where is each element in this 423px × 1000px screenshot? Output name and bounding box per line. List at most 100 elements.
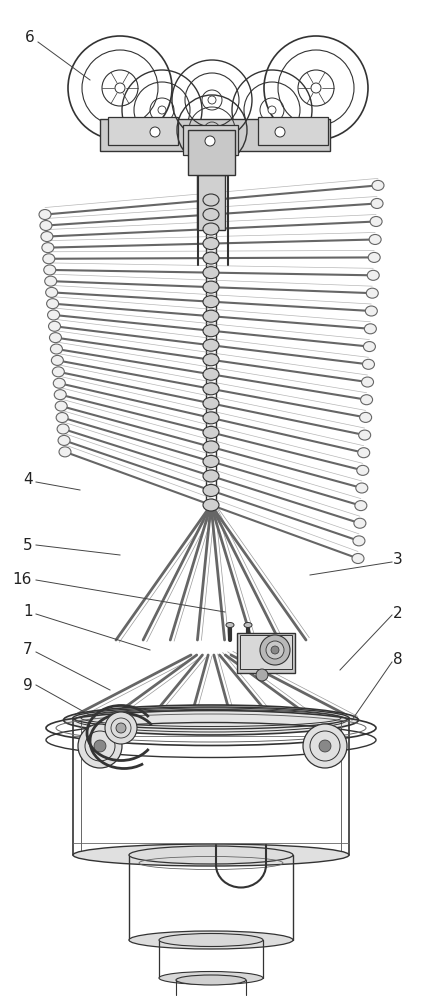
Ellipse shape xyxy=(364,324,376,334)
Ellipse shape xyxy=(46,287,58,297)
Text: 2: 2 xyxy=(393,605,403,620)
Ellipse shape xyxy=(355,501,367,511)
Text: 4: 4 xyxy=(23,473,33,488)
Circle shape xyxy=(78,724,122,768)
Ellipse shape xyxy=(203,296,219,308)
Circle shape xyxy=(256,669,268,681)
Ellipse shape xyxy=(203,209,219,221)
Ellipse shape xyxy=(365,306,377,316)
Text: 5: 5 xyxy=(23,538,33,552)
Circle shape xyxy=(319,740,331,752)
Ellipse shape xyxy=(203,281,219,293)
Bar xyxy=(183,125,238,155)
Ellipse shape xyxy=(73,844,349,866)
Ellipse shape xyxy=(363,359,374,369)
Circle shape xyxy=(115,83,125,93)
Circle shape xyxy=(150,127,160,137)
Ellipse shape xyxy=(49,333,61,343)
Ellipse shape xyxy=(203,426,219,438)
Ellipse shape xyxy=(54,390,66,400)
Ellipse shape xyxy=(40,221,52,231)
Ellipse shape xyxy=(203,441,219,453)
Circle shape xyxy=(268,106,276,114)
Ellipse shape xyxy=(367,270,379,280)
Ellipse shape xyxy=(357,465,369,475)
Circle shape xyxy=(260,635,290,665)
Ellipse shape xyxy=(369,234,381,244)
Ellipse shape xyxy=(59,447,71,457)
Ellipse shape xyxy=(203,238,219,250)
Circle shape xyxy=(105,712,137,744)
Bar xyxy=(108,117,178,145)
Ellipse shape xyxy=(203,484,219,496)
Ellipse shape xyxy=(73,707,349,729)
Ellipse shape xyxy=(50,344,63,354)
Ellipse shape xyxy=(53,378,65,388)
Ellipse shape xyxy=(203,354,219,366)
Circle shape xyxy=(311,83,321,93)
Ellipse shape xyxy=(370,216,382,226)
Ellipse shape xyxy=(56,413,68,423)
Ellipse shape xyxy=(57,424,69,434)
Ellipse shape xyxy=(203,397,219,409)
Ellipse shape xyxy=(203,325,219,337)
Ellipse shape xyxy=(203,412,219,424)
Ellipse shape xyxy=(45,276,57,286)
Circle shape xyxy=(205,136,215,146)
Ellipse shape xyxy=(360,395,373,405)
Bar xyxy=(197,145,225,230)
Ellipse shape xyxy=(49,321,60,331)
Ellipse shape xyxy=(47,299,59,309)
Ellipse shape xyxy=(226,622,234,628)
Circle shape xyxy=(158,106,166,114)
Ellipse shape xyxy=(47,310,60,320)
Ellipse shape xyxy=(356,483,368,493)
Ellipse shape xyxy=(63,705,359,735)
Text: 9: 9 xyxy=(23,678,33,692)
Ellipse shape xyxy=(363,342,376,352)
Ellipse shape xyxy=(203,368,219,380)
Ellipse shape xyxy=(368,252,380,262)
Ellipse shape xyxy=(244,622,252,628)
Ellipse shape xyxy=(159,934,263,946)
Ellipse shape xyxy=(203,223,219,235)
Ellipse shape xyxy=(203,194,219,206)
Ellipse shape xyxy=(362,377,374,387)
Ellipse shape xyxy=(159,972,263,984)
Ellipse shape xyxy=(51,355,63,365)
Circle shape xyxy=(275,127,285,137)
Ellipse shape xyxy=(203,383,219,395)
Ellipse shape xyxy=(360,412,372,422)
Circle shape xyxy=(208,96,216,104)
Bar xyxy=(237,633,295,673)
Ellipse shape xyxy=(41,232,53,242)
Ellipse shape xyxy=(129,846,293,864)
Circle shape xyxy=(266,641,284,659)
Text: 6: 6 xyxy=(25,30,35,45)
Text: 8: 8 xyxy=(393,652,403,668)
Ellipse shape xyxy=(358,448,370,458)
Ellipse shape xyxy=(203,455,219,467)
Text: 7: 7 xyxy=(23,643,33,658)
Bar xyxy=(188,130,235,175)
Ellipse shape xyxy=(52,367,64,377)
Ellipse shape xyxy=(203,310,219,322)
Circle shape xyxy=(271,646,279,654)
Ellipse shape xyxy=(58,435,70,445)
Ellipse shape xyxy=(372,180,384,190)
Circle shape xyxy=(303,724,347,768)
Ellipse shape xyxy=(352,554,364,564)
Ellipse shape xyxy=(203,339,219,351)
Ellipse shape xyxy=(176,975,246,985)
Text: 3: 3 xyxy=(393,552,403,568)
Ellipse shape xyxy=(203,252,219,264)
Ellipse shape xyxy=(354,518,366,528)
Circle shape xyxy=(94,740,106,752)
Ellipse shape xyxy=(203,499,219,511)
Text: 1: 1 xyxy=(23,604,33,619)
Ellipse shape xyxy=(55,401,67,411)
Bar xyxy=(100,119,330,151)
Ellipse shape xyxy=(359,430,371,440)
Ellipse shape xyxy=(43,254,55,264)
Bar xyxy=(258,117,328,145)
